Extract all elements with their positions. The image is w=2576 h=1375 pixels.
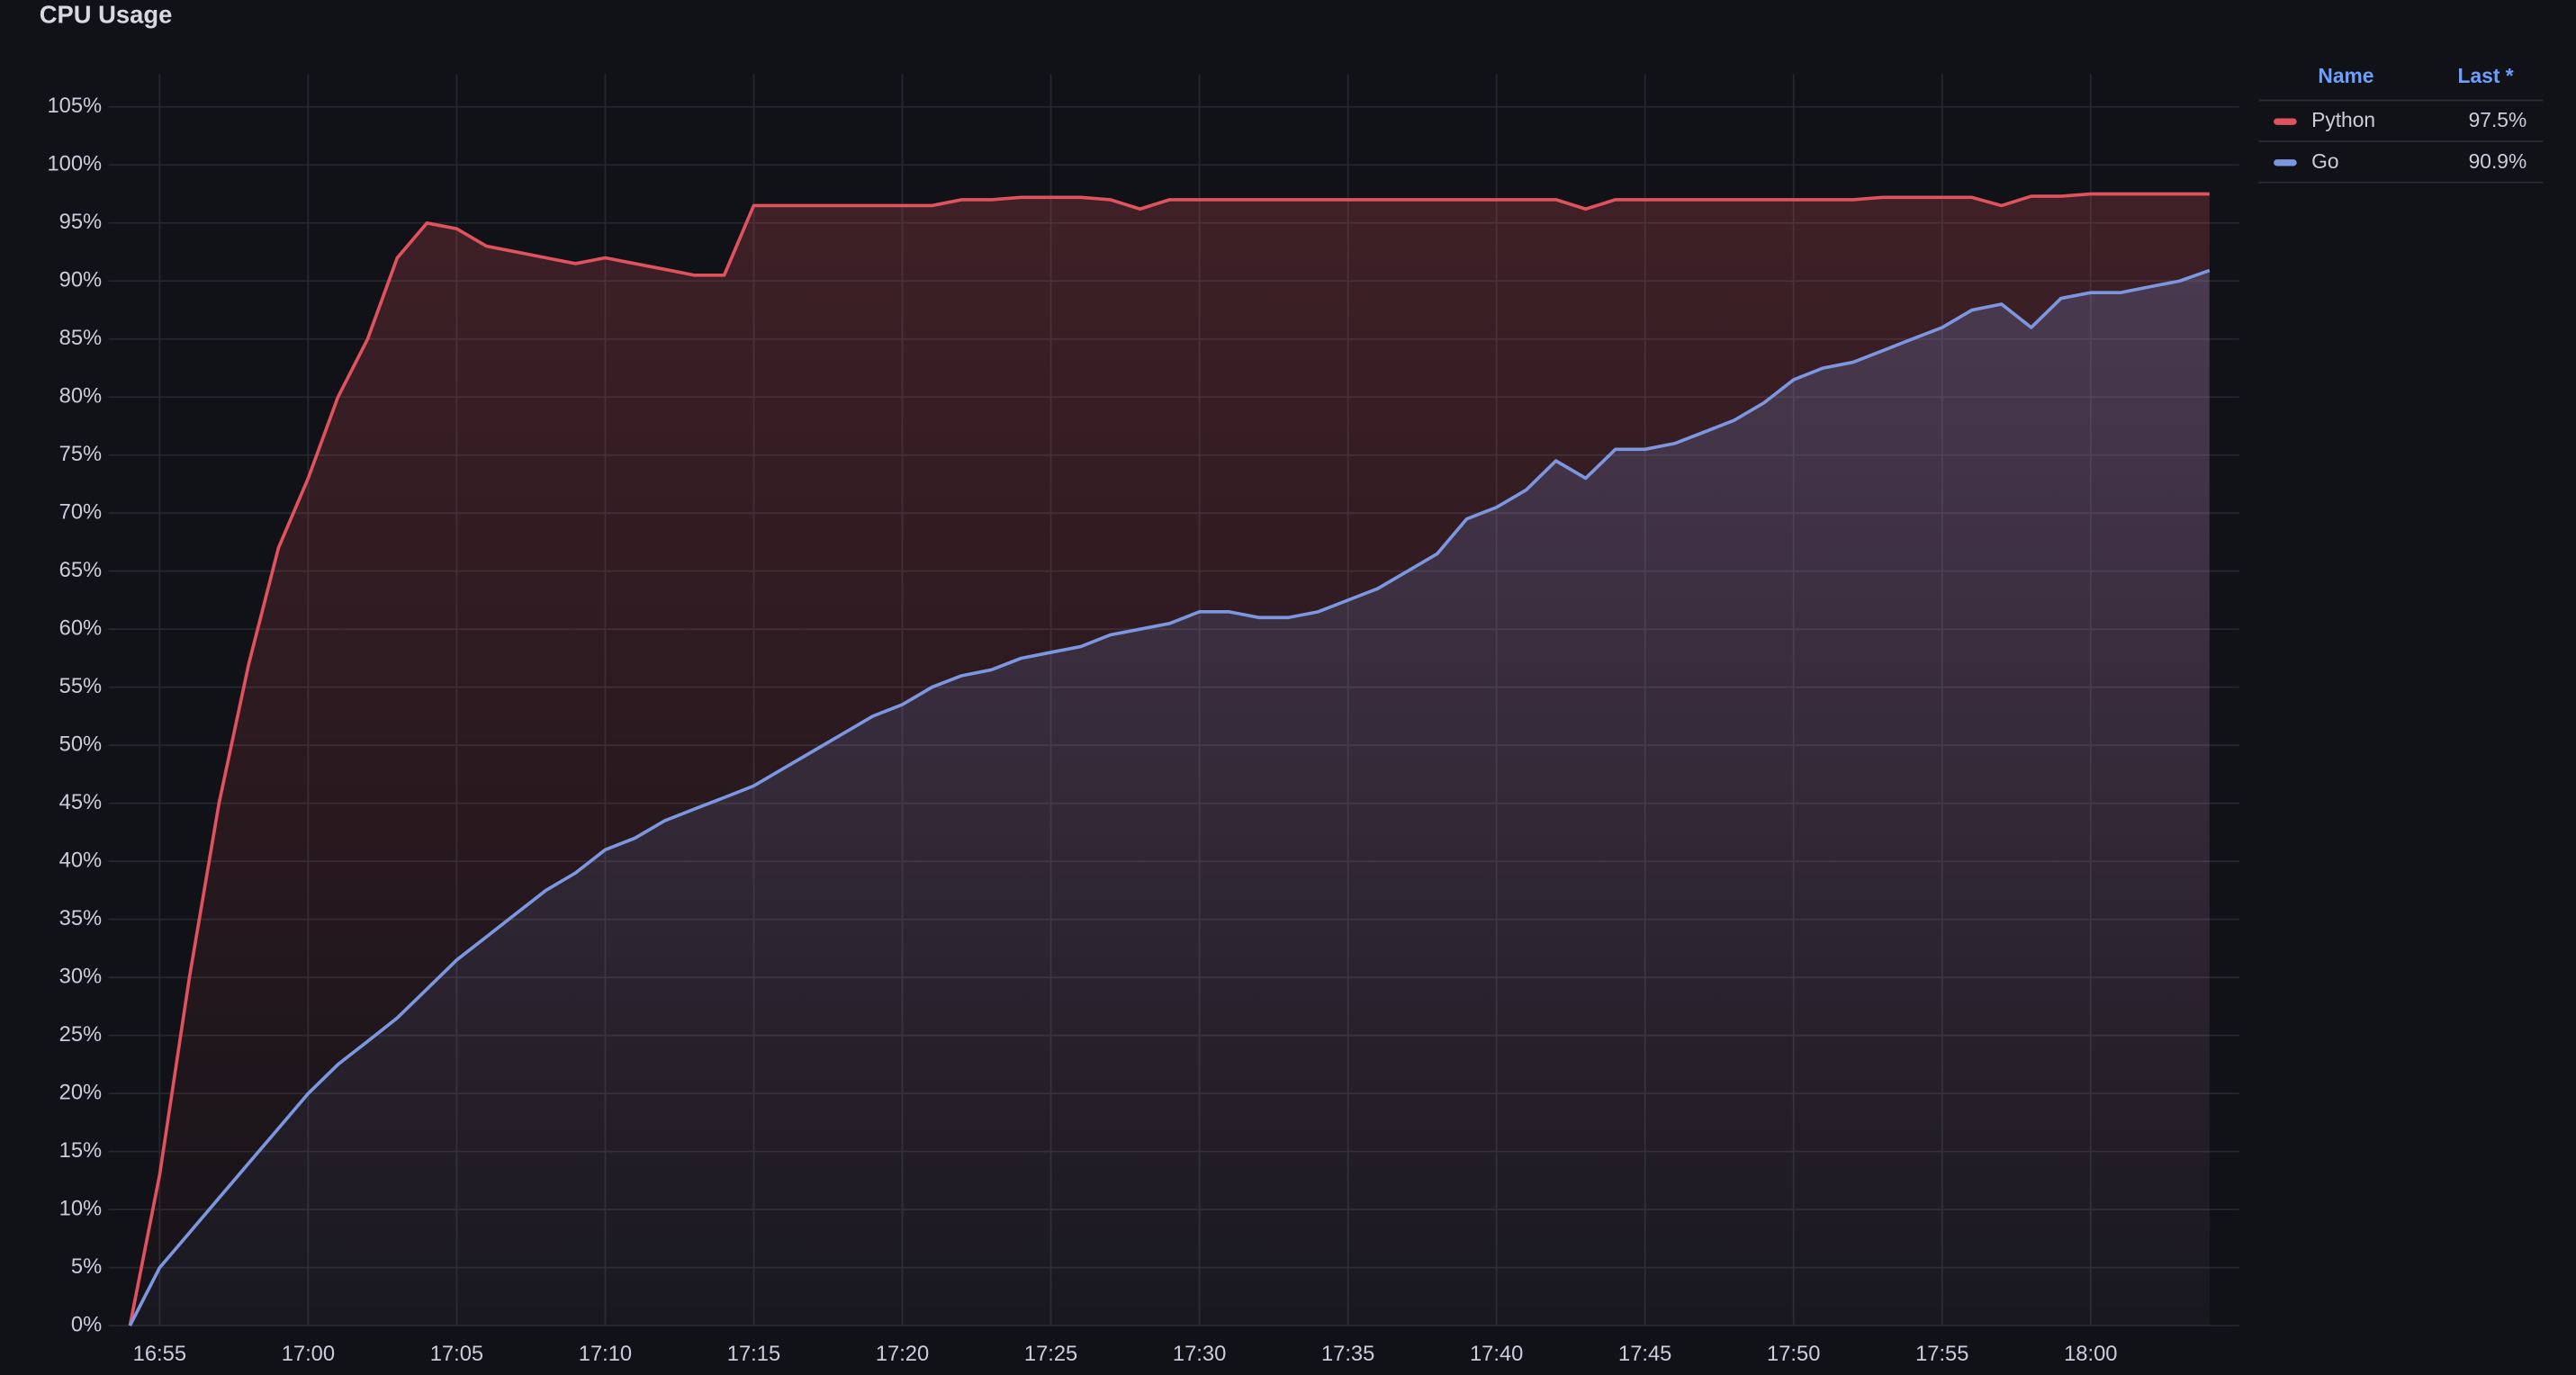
- y-tick-label: 80%: [59, 384, 102, 408]
- x-tick-label: 17:20: [876, 1343, 929, 1366]
- y-tick-label: 40%: [59, 849, 102, 872]
- x-tick-label: 17:45: [1618, 1343, 1671, 1366]
- x-tick-label: 17:00: [282, 1343, 335, 1366]
- y-tick-label: 45%: [59, 791, 102, 814]
- legend-header: Name: [2318, 64, 2373, 87]
- y-tick-label: 5%: [71, 1255, 102, 1279]
- x-tick-label: 17:25: [1024, 1343, 1077, 1366]
- series-area: [130, 270, 2210, 1326]
- legend-label: Python: [2311, 108, 2375, 131]
- y-tick-label: 100%: [47, 153, 102, 176]
- y-tick-label: 25%: [59, 1023, 102, 1047]
- y-tick-label: 105%: [47, 94, 102, 118]
- legend-header[interactable]: Last *: [2458, 64, 2514, 87]
- legend-value: 90.9%: [2469, 149, 2527, 173]
- y-tick-label: 60%: [59, 616, 102, 640]
- x-tick-label: 17:35: [1321, 1343, 1374, 1366]
- x-tick-label: 17:30: [1173, 1343, 1226, 1366]
- legend-swatch: [2274, 159, 2297, 166]
- x-tick-label: 16:55: [133, 1343, 186, 1366]
- series-line: [128, 192, 2210, 1326]
- y-tick-label: 50%: [59, 732, 102, 756]
- legend: Name Last * Python 97.5% Go 90.9%: [2258, 64, 2544, 184]
- y-tick-label: 75%: [59, 443, 102, 466]
- y-tick-label: 35%: [59, 907, 102, 930]
- x-tick-label: 17:50: [1767, 1343, 1820, 1366]
- x-tick-label: 17:55: [1915, 1343, 1968, 1366]
- y-tick-label: 10%: [59, 1197, 102, 1220]
- y-tick-label: 85%: [59, 327, 102, 350]
- y-tick-label: 20%: [59, 1081, 102, 1104]
- x-tick-label: 17:15: [727, 1343, 780, 1366]
- y-tick-label: 15%: [59, 1139, 102, 1163]
- x-tick-label: 18:00: [2064, 1343, 2117, 1366]
- y-tick-label: 95%: [59, 211, 102, 234]
- series-line: [128, 268, 2211, 1326]
- x-tick-label: 17:05: [430, 1343, 483, 1366]
- y-tick-label: 90%: [59, 269, 102, 292]
- y-tick-label: 0%: [71, 1313, 102, 1336]
- legend-label: Go: [2311, 149, 2338, 173]
- y-tick-label: 55%: [59, 675, 102, 698]
- chart-title: CPU Usage: [40, 1, 172, 29]
- x-tick-label: 17:10: [579, 1343, 632, 1366]
- y-tick-label: 30%: [59, 965, 102, 988]
- y-tick-label: 65%: [59, 559, 102, 582]
- y-tick-label: 70%: [59, 500, 102, 524]
- legend-swatch: [2274, 118, 2297, 125]
- legend-value: 97.5%: [2469, 108, 2527, 131]
- x-tick-label: 17:40: [1470, 1343, 1523, 1366]
